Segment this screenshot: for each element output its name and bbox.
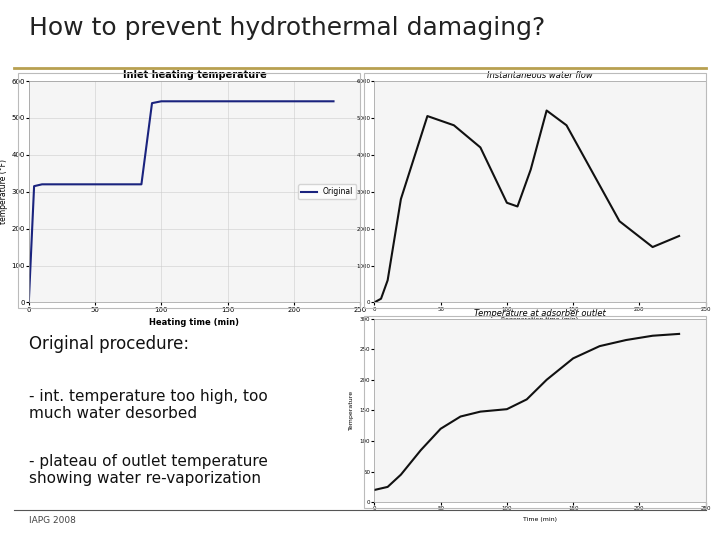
X-axis label: Regeneration time (min): Regeneration time (min) <box>501 317 579 322</box>
Title: Instantaneous water flow: Instantaneous water flow <box>487 71 593 80</box>
Original <box>24 299 33 306</box>
Title: Inlet heating temperature: Inlet heating temperature <box>122 70 266 80</box>
X-axis label: Heating time (min): Heating time (min) <box>150 318 239 327</box>
Line: Original: Original <box>29 102 333 302</box>
Original <box>329 98 338 105</box>
Title: Temperature at adsorber outlet: Temperature at adsorber outlet <box>474 309 606 318</box>
Text: IAPG 2008: IAPG 2008 <box>29 516 76 525</box>
Original <box>30 183 38 190</box>
Y-axis label: Regeneration
temperature (°F): Regeneration temperature (°F) <box>0 159 9 224</box>
Text: - plateau of outlet temperature
showing water re-vaporization: - plateau of outlet temperature showing … <box>29 454 268 486</box>
X-axis label: Time (min): Time (min) <box>523 517 557 522</box>
Original <box>137 181 145 187</box>
Original <box>37 181 46 187</box>
Original <box>157 98 166 105</box>
Text: How to prevent hydrothermal damaging?: How to prevent hydrothermal damaging? <box>29 16 545 40</box>
Original <box>148 100 156 106</box>
Text: Original procedure:: Original procedure: <box>29 335 189 353</box>
Y-axis label: Temperature: Temperature <box>349 390 354 430</box>
Legend: Original: Original <box>298 184 356 199</box>
Text: - int. temperature too high, too
much water desorbed: - int. temperature too high, too much wa… <box>29 389 268 421</box>
